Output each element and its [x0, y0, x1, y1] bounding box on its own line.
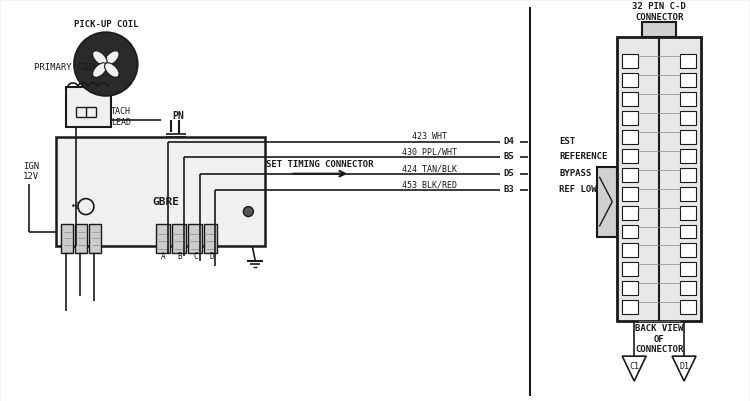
Text: BYPASS: BYPASS — [560, 169, 592, 178]
Bar — [622, 300, 638, 314]
Text: BACK VIEW
OF
CONNECTOR: BACK VIEW OF CONNECTOR — [635, 324, 683, 354]
Bar — [622, 92, 638, 106]
Text: 453 BLK/RED: 453 BLK/RED — [402, 180, 457, 189]
Ellipse shape — [92, 63, 107, 77]
Bar — [622, 168, 638, 182]
Bar — [156, 223, 170, 253]
Bar — [680, 130, 696, 144]
Text: PRIMARY COIL: PRIMARY COIL — [34, 63, 98, 71]
Bar — [622, 54, 638, 68]
Bar — [680, 54, 696, 68]
Text: D4: D4 — [503, 137, 514, 146]
Text: TACH
LEAD: TACH LEAD — [111, 107, 130, 127]
Bar — [622, 225, 638, 239]
Text: PN: PN — [172, 111, 184, 121]
Bar — [622, 130, 638, 144]
Ellipse shape — [92, 51, 107, 65]
Bar — [680, 73, 696, 87]
Text: D1: D1 — [679, 362, 689, 371]
Text: C1: C1 — [629, 362, 639, 371]
Bar — [680, 111, 696, 125]
Ellipse shape — [104, 63, 119, 77]
Bar — [89, 223, 101, 253]
Text: REF LOW: REF LOW — [560, 185, 597, 194]
Text: PICK-UP COIL: PICK-UP COIL — [74, 20, 138, 28]
Bar — [172, 223, 185, 253]
Circle shape — [244, 207, 254, 217]
Bar — [622, 73, 638, 87]
Bar — [622, 149, 638, 163]
Bar — [680, 149, 696, 163]
Bar — [680, 225, 696, 239]
Bar — [642, 22, 676, 37]
Text: B5: B5 — [503, 152, 514, 161]
Bar — [622, 186, 638, 200]
Circle shape — [74, 32, 138, 96]
Text: •C: •C — [71, 202, 81, 211]
Bar — [622, 262, 638, 276]
Bar — [622, 282, 638, 295]
Bar — [617, 37, 701, 321]
Bar — [203, 223, 217, 253]
Bar — [188, 223, 202, 253]
Bar — [622, 111, 638, 125]
Bar — [75, 223, 87, 253]
Bar — [622, 243, 638, 257]
Text: 423 WHT: 423 WHT — [413, 132, 447, 141]
Text: GBRE: GBRE — [152, 196, 179, 207]
Text: B: B — [177, 252, 182, 261]
Bar — [680, 243, 696, 257]
Text: 32 PIN C-D
CONNECTOR: 32 PIN C-D CONNECTOR — [632, 2, 686, 22]
Bar — [680, 92, 696, 106]
Text: 424 TAN/BLK: 424 TAN/BLK — [402, 164, 457, 173]
Text: C: C — [194, 252, 198, 261]
Bar — [680, 206, 696, 220]
Bar — [56, 137, 266, 247]
Bar — [61, 223, 73, 253]
Text: REFERENCE: REFERENCE — [560, 152, 608, 161]
Bar — [66, 87, 111, 127]
Text: IGN
12V: IGN 12V — [23, 162, 39, 181]
Circle shape — [99, 57, 112, 71]
Bar — [680, 282, 696, 295]
Text: D: D — [209, 252, 214, 261]
Text: B3: B3 — [503, 185, 514, 194]
Text: SET TIMING CONNECTOR: SET TIMING CONNECTOR — [266, 160, 374, 169]
Bar — [680, 300, 696, 314]
Ellipse shape — [104, 51, 119, 65]
Bar — [680, 186, 696, 200]
Bar — [680, 168, 696, 182]
Text: A: A — [161, 252, 166, 261]
Bar — [597, 167, 617, 237]
Text: 430 PPL/WHT: 430 PPL/WHT — [402, 147, 457, 156]
Text: D5: D5 — [503, 169, 514, 178]
Text: EST: EST — [560, 137, 575, 146]
Bar — [622, 206, 638, 220]
Bar — [680, 262, 696, 276]
